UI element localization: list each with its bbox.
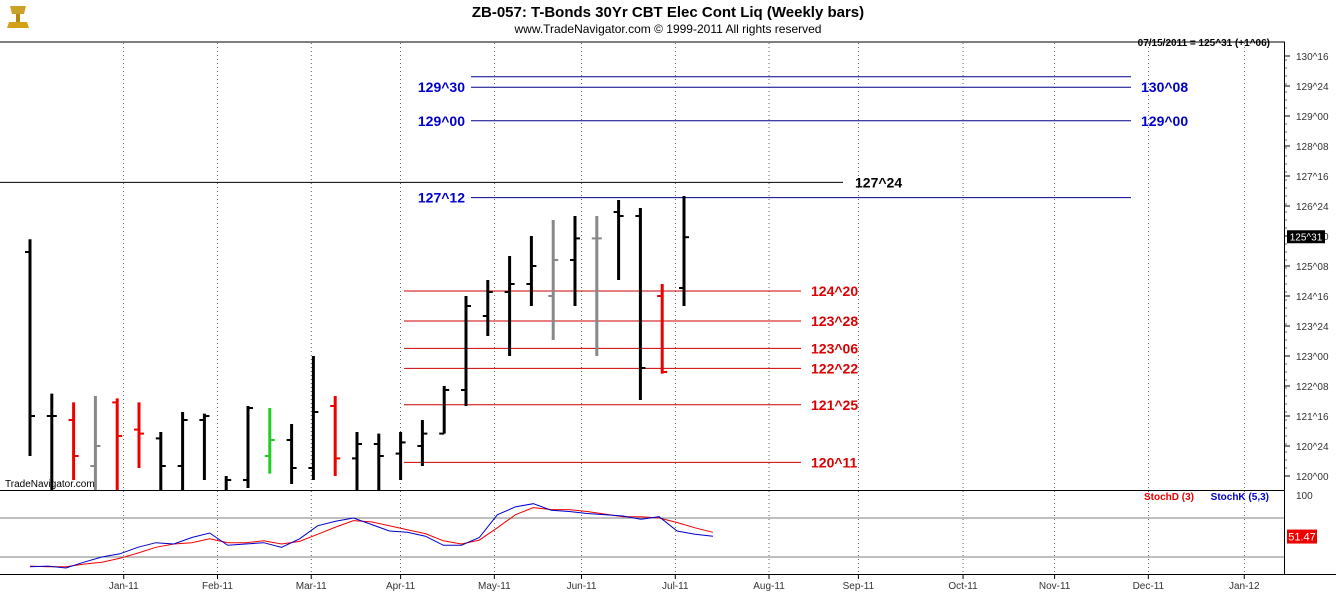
ohlc-bar [591, 216, 602, 356]
logo-icon [6, 2, 30, 30]
ohlc-bar [548, 220, 559, 340]
stoch-last-tag: 51.47 [1287, 529, 1317, 544]
ohlc-bar [657, 284, 668, 374]
month-tick-label: Dec-11 [1133, 581, 1165, 592]
price-axis: 130^16129^24129^00128^08127^16126^24126^… [1284, 52, 1329, 483]
stochd-legend: StochD (3) [1144, 492, 1194, 503]
ohlc-bar [635, 208, 646, 400]
level-label: 123^06 [811, 340, 858, 356]
price-readout: 07/15/2011 = 125^31 (+1^06) [1138, 38, 1270, 49]
month-tick-label: May-11 [478, 581, 511, 592]
month-tick-label: Apr-11 [386, 581, 416, 592]
level-label: 127^24 [855, 174, 902, 190]
month-tick-label: Feb-11 [202, 581, 233, 592]
price-tick-label: 124^16 [1296, 292, 1329, 303]
level-label: 129^00 [1141, 113, 1188, 129]
level-lines: 129^30 130^08 129^00 129^00 127^24 127^12 124^… [0, 76, 1188, 470]
level-label: 123^28 [811, 313, 858, 329]
level-label: 127^12 [418, 190, 465, 206]
price-tick-label: 121^16 [1296, 412, 1329, 423]
price-bars [25, 196, 689, 490]
ohlc-bar [308, 356, 319, 480]
price-tick-label: 122^08 [1296, 382, 1329, 393]
ohlc-bar [439, 386, 450, 435]
ohlc-bar [570, 216, 580, 306]
price-tick-label: 125^08 [1296, 262, 1329, 273]
price-tick-label: 123^24 [1296, 322, 1329, 333]
month-tick-label: Jan-11 [109, 581, 139, 592]
ohlc-bar [679, 196, 689, 306]
price-tick-label: 128^08 [1296, 142, 1329, 153]
ohlc-bar [504, 256, 515, 356]
month-tick-label: Aug-11 [753, 581, 785, 592]
stoch-axis-top: 100 [1296, 491, 1313, 502]
ohlc-bar [264, 408, 275, 474]
month-tick-label: Mar-11 [296, 581, 327, 592]
month-tick-label: Nov-11 [1039, 581, 1071, 592]
ohlc-bar [243, 406, 253, 488]
ohlc-bar [373, 433, 384, 490]
level-label: 122^22 [811, 360, 858, 376]
ohlc-bar [155, 432, 166, 490]
time-axis: Jan-11 Feb-11 Mar-11 Apr-11 May-11 Jun-11 Jul-… [109, 574, 1260, 592]
price-tick-label: 129^00 [1296, 112, 1329, 123]
stochd-line [29, 507, 714, 568]
ohlc-bar [177, 412, 188, 490]
ohlc-bar [395, 432, 406, 480]
level-label: 129^30 [418, 79, 465, 95]
ohlc-bar [46, 393, 57, 490]
ohlc-bar [112, 398, 123, 490]
ohlc-bar [330, 396, 341, 476]
ohlc-bar [613, 200, 624, 280]
price-tick-label: 120^00 [1296, 472, 1329, 483]
ohlc-bar [25, 239, 35, 456]
month-tick-label: Oct-11 [948, 581, 978, 592]
ohlc-bar [68, 402, 79, 480]
ohlc-bar [526, 236, 537, 306]
ohlc-bar [134, 402, 144, 468]
level-label: 120^11 [811, 454, 858, 470]
chart-subtitle: www.TradeNavigator.com © 1999-2011 All r… [514, 22, 822, 36]
last-price-label: 125^31 [1290, 232, 1323, 243]
price-tick-label: 123^00 [1296, 352, 1329, 363]
stochk-line [29, 503, 714, 569]
ohlc-bar [286, 424, 297, 484]
stochk-legend: StochK (5,3) [1211, 492, 1269, 503]
price-tick-label: 120^24 [1296, 442, 1329, 453]
ohlc-bar [352, 432, 362, 490]
last-price-tag: 125^31 [1287, 230, 1325, 244]
price-tick-label: 130^16 [1296, 52, 1329, 63]
ohlc-bar [199, 413, 210, 480]
level-label: 124^20 [811, 283, 858, 299]
ohlc-bar [461, 296, 471, 406]
month-tick-label: Jun-11 [567, 581, 597, 592]
watermark: TradeNavigator.com [5, 479, 95, 490]
level-label: 121^25 [811, 397, 858, 413]
stochastic-pane [0, 503, 1285, 569]
month-tick-label: Jan-12 [1229, 581, 1260, 592]
grid [123, 43, 1245, 574]
chart-title: ZB-057: T-Bonds 30Yr CBT Elec Cont Liq (… [472, 4, 864, 21]
ohlc-bar [224, 476, 232, 490]
ohlc-bar [482, 280, 493, 336]
price-tick-label: 129^24 [1296, 82, 1329, 93]
month-tick-label: Sep-11 [843, 581, 875, 592]
level-label: 129^00 [418, 113, 465, 129]
price-tick-label: 126^24 [1296, 202, 1329, 213]
level-label: 130^08 [1141, 79, 1188, 95]
stoch-last-value: 51.47 [1288, 532, 1316, 544]
month-tick-label: Jul-11 [662, 581, 689, 592]
ohlc-bar [417, 420, 428, 466]
price-tick-label: 127^16 [1296, 172, 1329, 183]
ohlc-bar [90, 396, 101, 490]
